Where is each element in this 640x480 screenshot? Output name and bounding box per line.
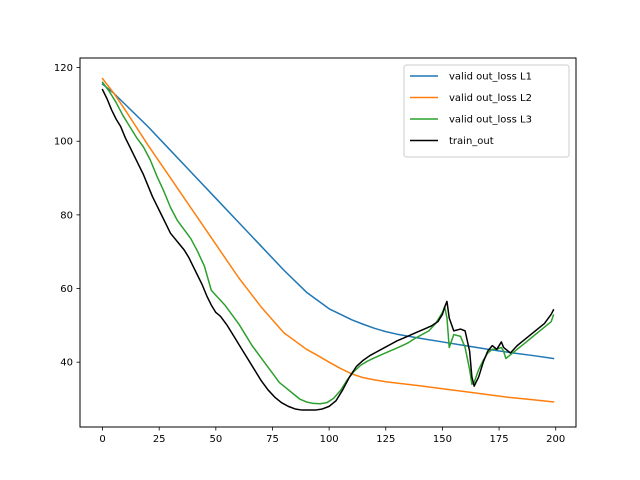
plot-frame [79, 57, 577, 428]
x-tick-label: 25 [153, 434, 166, 445]
series-line-2 [101, 77, 555, 403]
legend-frame [403, 64, 570, 158]
legend-label-4: train_out [449, 136, 494, 147]
legend-label-3: valid out_loss L3 [449, 115, 532, 126]
x-axis: 0 25 50 75 100 125 150 175 200 [99, 427, 565, 445]
y-tick-label: 40 [60, 358, 73, 369]
y-tick-label: 120 [54, 63, 73, 74]
x-tick-label: 100 [320, 434, 339, 445]
x-tick-label: 150 [433, 434, 452, 445]
legend: valid out_loss L1 valid out_loss L2 valid … [403, 64, 570, 158]
y-axis: 40 60 80 100 120 [54, 63, 80, 369]
series-layer [101, 77, 555, 411]
x-tick-label: 200 [546, 434, 565, 445]
x-tick-label: 50 [209, 434, 222, 445]
legend-label-1: valid out_loss L1 [449, 72, 532, 83]
legend-label-2: valid out_loss L2 [449, 93, 532, 104]
x-tick-label: 125 [376, 434, 395, 445]
x-tick-label: 75 [266, 434, 279, 445]
y-tick-label: 80 [60, 210, 73, 221]
series-line-4 [101, 88, 555, 411]
y-tick-label: 60 [60, 284, 73, 295]
series-line-3 [101, 81, 555, 405]
x-tick-label: 0 [99, 434, 105, 445]
x-tick-label: 175 [490, 434, 509, 445]
y-tick-label: 100 [54, 137, 73, 148]
